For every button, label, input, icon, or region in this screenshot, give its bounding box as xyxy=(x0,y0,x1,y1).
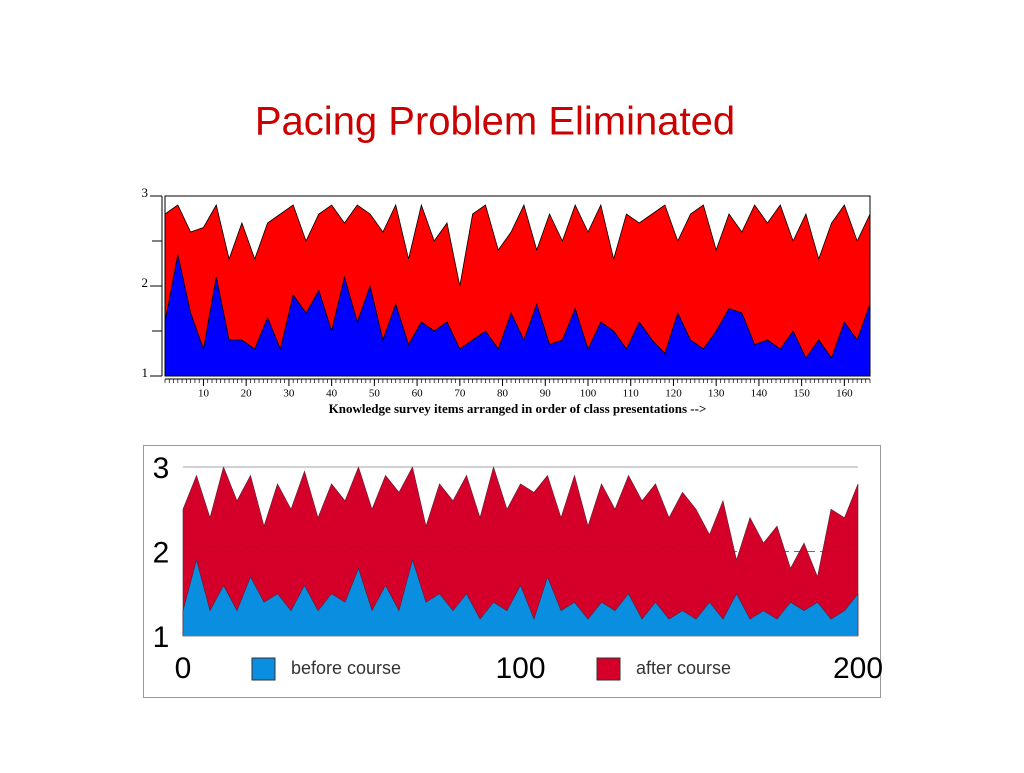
slide-title: Pacing Problem Eliminated xyxy=(255,100,735,144)
y-tick-label: 1 xyxy=(153,621,170,654)
x-tick-label: 30 xyxy=(283,388,295,400)
x-tick-label: 160 xyxy=(836,388,853,400)
x-tick-label: 100 xyxy=(580,388,597,400)
area-series xyxy=(164,254,871,377)
x-tick-label: 150 xyxy=(793,388,810,400)
legend-swatch xyxy=(596,657,621,681)
x-tick-label: 130 xyxy=(708,388,725,400)
x-tick-label: 70 xyxy=(454,388,466,400)
y-tick-label: 2 xyxy=(142,275,149,290)
y-tick-label: 3 xyxy=(142,185,149,200)
x-tick-label: 60 xyxy=(412,388,424,400)
x-tick-label: 10 xyxy=(198,388,210,400)
x-tick-label: 200 xyxy=(833,652,883,685)
legend-label: after course xyxy=(636,658,731,678)
x-tick-label: 50 xyxy=(369,388,381,400)
x-tick-label: 40 xyxy=(326,388,338,400)
legend-swatch xyxy=(251,657,276,681)
area-series xyxy=(182,558,859,637)
x-tick-label: 120 xyxy=(665,388,682,400)
x-tick-label: 100 xyxy=(495,652,545,685)
x-tick-label: 20 xyxy=(241,388,253,400)
x-tick-label: 110 xyxy=(623,388,640,400)
y-tick-label: 1 xyxy=(142,365,149,380)
x-tick-label: 80 xyxy=(497,388,509,400)
x-tick-label: 0 xyxy=(175,652,192,685)
plot-border xyxy=(164,195,871,377)
x-tick-label: 90 xyxy=(540,388,552,400)
x-axis-label: Knowledge survey items arranged in order… xyxy=(329,401,707,416)
y-tick-label: 2 xyxy=(153,536,170,569)
x-tick-label: 140 xyxy=(751,388,768,400)
legend-label: before course xyxy=(291,658,401,678)
y-tick-label: 3 xyxy=(153,452,170,485)
